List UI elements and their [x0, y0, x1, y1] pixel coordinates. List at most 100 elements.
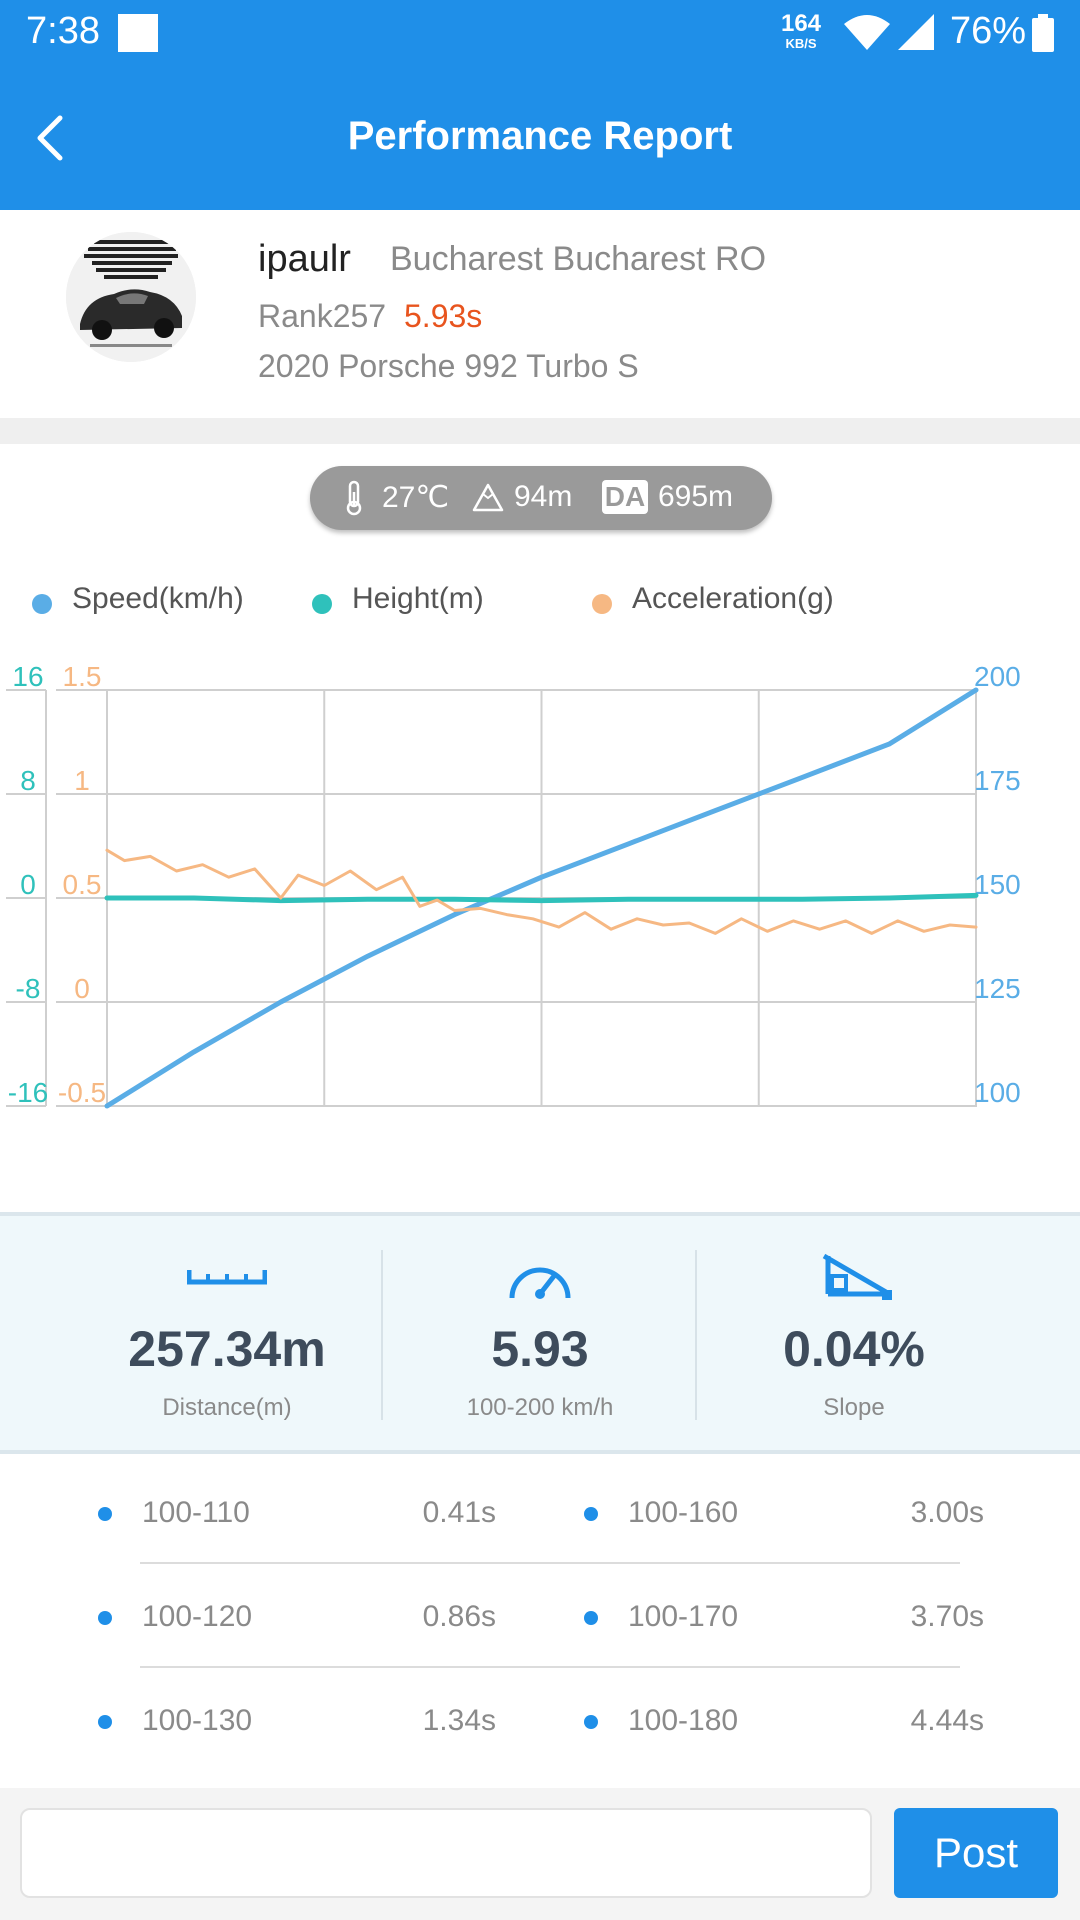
speedometer-icon: [509, 1267, 571, 1299]
split-item: 100-130 1.34s: [0, 1668, 540, 1772]
chart-svg: 16 1.5 200 8 1 175 0 0.5 150 -8 0 125 -16 -0.5 100: [6, 661, 1021, 1109]
density-altitude-value: 695m: [658, 480, 734, 513]
bullet-icon: [98, 1507, 112, 1521]
ruler-icon: [187, 1270, 267, 1285]
split-time: 1.34s: [422, 1704, 496, 1737]
status-time: 7:38: [26, 10, 100, 52]
legend-acceleration-label: Acceleration(g): [632, 582, 834, 615]
profile-card: ipaulr Bucharest Bucharest RO Rank257 5.…: [0, 210, 1080, 418]
notification-icon: [118, 14, 158, 52]
section-divider: [0, 418, 1080, 444]
height-tick-label: -16: [8, 1077, 48, 1108]
split-range: 100-160: [628, 1496, 739, 1529]
mountain-icon: [472, 483, 504, 512]
acceleration-tick-label: 1: [74, 765, 90, 796]
page-title: Performance Report: [347, 114, 733, 158]
speed-tick-label: 175: [974, 765, 1021, 796]
split-item: 100-170 3.70s: [540, 1564, 1080, 1668]
avatar-image: [66, 232, 196, 362]
acceleration-tick-label: 1.5: [63, 661, 102, 692]
best-time: 5.93s: [404, 298, 483, 334]
post-button[interactable]: Post: [894, 1808, 1058, 1898]
signal-icon: [898, 14, 934, 50]
split-range: 100-170: [628, 1600, 739, 1633]
thermometer-icon: [346, 480, 362, 516]
comment-input[interactable]: [20, 1808, 872, 1898]
bullet-icon: [98, 1611, 112, 1625]
legend-speed-label: Speed(km/h): [72, 582, 244, 615]
split-time: 0.41s: [422, 1496, 496, 1529]
split-times-list: 100-110 0.41s 100-160 3.00s 100-120 0.86…: [0, 1460, 1080, 1790]
altitude-value: 94m: [514, 480, 573, 513]
speed-tick-label: 125: [974, 973, 1021, 1004]
time-caption: 100-200 km/h: [466, 1394, 614, 1421]
speed-tick-label: 100: [974, 1077, 1021, 1108]
stats-divider: [381, 1250, 383, 1420]
legend-speed-dot: [32, 594, 52, 614]
bullet-icon: [584, 1507, 598, 1521]
acceleration-tick-label: -0.5: [58, 1077, 106, 1108]
legend-height-label: Height(m): [352, 582, 484, 615]
conditions-pill: 27℃ 94m DA 695m: [310, 466, 772, 530]
stats-divider: [695, 1250, 697, 1420]
temperature-value: 27℃: [382, 481, 450, 514]
height-tick-label: -8: [16, 973, 41, 1004]
acceleration-tick-label: 0.5: [63, 869, 102, 900]
username[interactable]: ipaulr: [258, 238, 351, 280]
bullet-icon: [584, 1715, 598, 1729]
car-model: 2020 Porsche 992 Turbo S: [258, 348, 639, 384]
split-item: 100-160 3.00s: [540, 1460, 1080, 1564]
performance-chart: 16 1.5 200 8 1 175 0 0.5 150 -8 0 125 -16 -0.5 100: [0, 640, 1080, 1120]
acceleration-tick-label: 0: [74, 973, 90, 1004]
split-row: 100-110 0.41s 100-160 3.00s: [0, 1460, 1080, 1564]
height-tick-label: 0: [20, 869, 36, 900]
split-range: 100-110: [142, 1496, 250, 1529]
height-tick-label: 8: [20, 765, 36, 796]
battery-icon: [1032, 14, 1054, 52]
split-row: 100-120 0.86s 100-170 3.70s: [0, 1564, 1080, 1668]
legend-acceleration-dot: [592, 594, 612, 614]
app-bar: Performance Report: [0, 64, 1080, 210]
back-arrow-icon[interactable]: [30, 112, 70, 164]
network-speed-value: 164: [780, 10, 822, 37]
speed-series-line: [104, 687, 979, 1109]
battery-percent: 76%: [950, 10, 1027, 52]
stat-time: 5.93 100-200 km/h: [390, 1216, 690, 1458]
wifi-icon: [844, 15, 890, 50]
stat-slope: 0.04% Slope: [704, 1216, 1004, 1458]
distance-caption: Distance(m): [162, 1394, 292, 1421]
rank-label: Rank257: [258, 298, 387, 334]
height-tick-label: 16: [12, 661, 43, 692]
split-time: 3.70s: [910, 1600, 984, 1633]
split-time: 0.86s: [422, 1600, 496, 1633]
status-bar: 7:38 164 KB/S 76%: [0, 0, 1080, 64]
split-item: 100-180 4.44s: [540, 1668, 1080, 1772]
row-divider: [140, 1666, 960, 1668]
acceleration-series-line: [105, 848, 978, 935]
bullet-icon: [98, 1715, 112, 1729]
split-item: 100-110 0.41s: [0, 1460, 540, 1564]
split-time: 3.00s: [910, 1496, 984, 1529]
network-speed: 164 KB/S: [778, 10, 824, 51]
bullet-icon: [584, 1611, 598, 1625]
speed-tick-label: 150: [974, 869, 1021, 900]
slope-caption: Slope: [823, 1394, 885, 1421]
avatar[interactable]: [66, 232, 196, 362]
slope-icon: [822, 1253, 892, 1300]
comment-bar: Post: [0, 1788, 1080, 1920]
stats-panel: 257.34m Distance(m) 5.93 100-200 km/h 0.…: [0, 1212, 1080, 1454]
time-value: 5.93: [491, 1321, 589, 1377]
speed-tick-label: 200: [974, 661, 1021, 692]
split-row: 100-130 1.34s 100-180 4.44s: [0, 1668, 1080, 1772]
split-range: 100-130: [142, 1704, 253, 1737]
height-series-line: [104, 892, 979, 904]
network-speed-unit: KB/S: [785, 36, 817, 51]
slope-value: 0.04%: [783, 1321, 925, 1377]
legend-height-dot: [312, 594, 332, 614]
distance-value: 257.34m: [128, 1321, 326, 1377]
split-range: 100-120: [142, 1600, 253, 1633]
split-time: 4.44s: [910, 1704, 984, 1737]
stat-distance: 257.34m Distance(m): [77, 1216, 377, 1458]
split-item: 100-120 0.86s: [0, 1564, 540, 1668]
density-altitude-badge: DA: [602, 480, 648, 514]
